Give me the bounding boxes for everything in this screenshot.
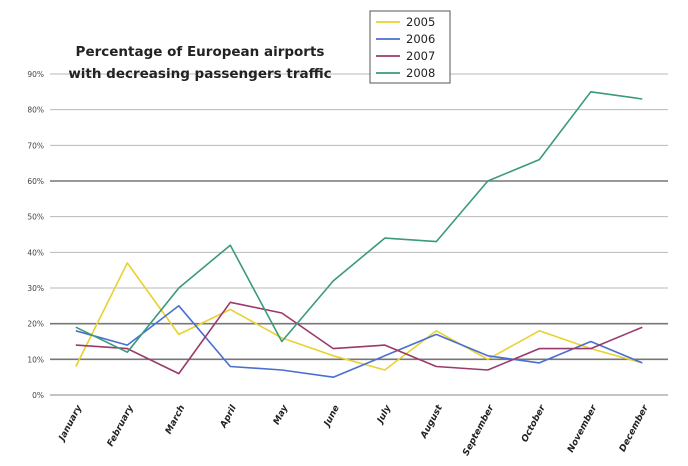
- x-tick-label: August: [419, 403, 445, 441]
- series-line-2006: [75, 304, 643, 379]
- x-tick-label: October: [520, 403, 548, 444]
- y-tick-label: 70%: [27, 141, 44, 150]
- x-tick-label: February: [106, 403, 137, 449]
- y-tick-label: 90%: [27, 70, 44, 79]
- series-line-2005: [75, 262, 643, 371]
- series-line-2007: [75, 301, 643, 375]
- y-tick-label: 40%: [27, 248, 44, 257]
- y-tick-label: 20%: [27, 320, 44, 329]
- x-tick-label: April: [218, 403, 239, 431]
- legend-label-2007: 2007: [406, 49, 435, 63]
- legend-label-2006: 2006: [406, 32, 435, 46]
- x-tick-label: December: [618, 403, 651, 454]
- y-tick-label: 80%: [27, 106, 44, 115]
- chart-title-line-2: with decreasing passengers traffic: [68, 66, 331, 82]
- y-tick-label: 30%: [27, 284, 44, 293]
- legend: 2005 2006 2007 2008: [369, 10, 451, 84]
- x-tick-label: March: [164, 404, 187, 436]
- y-tick-label: 10%: [27, 355, 44, 364]
- x-tick-label: September: [461, 403, 496, 457]
- series-lines: [75, 91, 643, 379]
- gridlines: [50, 73, 668, 396]
- y-tick-label: 60%: [27, 177, 44, 186]
- x-tick-label: November: [566, 403, 600, 454]
- legend-label-2005: 2005: [406, 15, 435, 29]
- legend-label-2008: 2008: [406, 66, 435, 80]
- x-axis-ticks: January February March April May June July Augu…: [56, 403, 651, 458]
- y-tick-label: 50%: [27, 213, 44, 222]
- chart-title-line-1: Percentage of European airports: [76, 44, 325, 60]
- series-line-2008: [75, 91, 643, 354]
- y-axis-ticks: 0% 10% 20% 30% 40% 50% 60% 70% 80% 90%: [27, 70, 44, 400]
- y-tick-label: 0%: [32, 391, 44, 400]
- x-tick-label: June: [322, 404, 342, 430]
- x-tick-label: January: [56, 403, 84, 445]
- x-tick-label: May: [272, 403, 291, 427]
- x-tick-label: July: [375, 403, 394, 427]
- legend-box: [369, 10, 451, 84]
